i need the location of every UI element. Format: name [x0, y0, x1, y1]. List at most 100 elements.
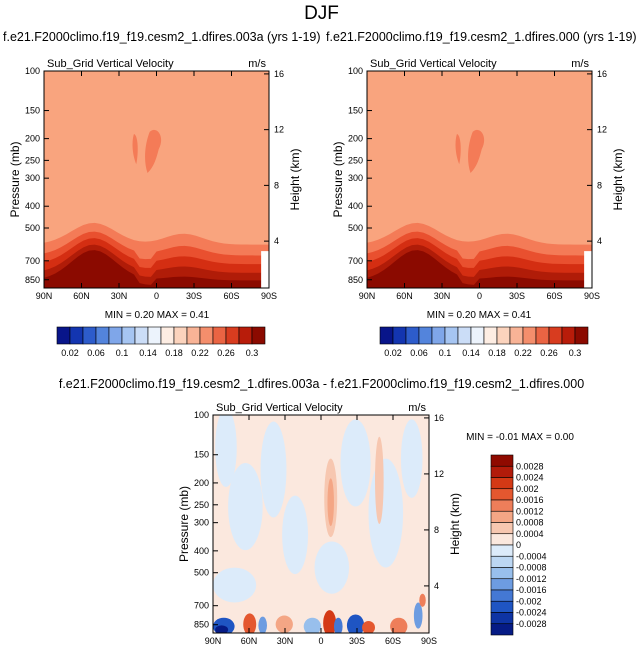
- y-tick-label: 300: [194, 518, 209, 528]
- y2-tick-label: 4: [274, 236, 279, 246]
- colorbar-label: 0.22: [514, 348, 532, 358]
- x-tick-label: 90N: [205, 636, 222, 646]
- y-tick-label: 200: [348, 134, 363, 144]
- colorbar-label: -0.0008: [516, 563, 547, 573]
- y-tick-label: 300: [25, 173, 40, 183]
- y-tick-label: 850: [194, 620, 209, 630]
- colorbar-cell: [490, 567, 514, 580]
- colorbar-label: 0.26: [217, 348, 235, 358]
- colorbar-label: 0.06: [87, 348, 105, 358]
- y-tick-label: 400: [25, 201, 40, 211]
- panel-subtitle: Sub_Grid Vertical Velocity: [216, 402, 343, 414]
- neg-region-8: [213, 567, 257, 603]
- y2-tick-label: 8: [274, 180, 279, 190]
- y-tick-label: 500: [25, 223, 40, 233]
- colorbar-cell: [490, 477, 514, 490]
- panel-subtitle: Sub_Grid Vertical Velocity: [47, 58, 174, 70]
- surface-feature-11: [419, 593, 426, 607]
- x-tick-label: 60S: [385, 636, 401, 646]
- neg-region-1: [228, 462, 263, 551]
- pos-streak: [375, 436, 384, 524]
- colorbar-label: -0.0016: [516, 585, 547, 595]
- plot-field: [213, 415, 429, 633]
- colorbar-label: 0.22: [191, 348, 209, 358]
- y2-tick-label: 4: [434, 581, 439, 591]
- colorbar-label: 0.0016: [516, 495, 544, 505]
- neg-region-3: [282, 495, 309, 575]
- upper-max-region-2: [132, 133, 138, 165]
- y-tick-label: 500: [348, 223, 363, 233]
- x-tick-label: 0: [154, 291, 159, 301]
- neg-region-7: [314, 541, 350, 594]
- colorbar-label: 0.1: [116, 348, 129, 358]
- panel-units: m/s: [571, 58, 589, 70]
- y2-tick-label: 8: [597, 180, 602, 190]
- x-tick-label: 0: [477, 291, 482, 301]
- x-tick-label: 60N: [73, 291, 90, 301]
- plot-field: [44, 71, 269, 288]
- x-tick-label: 90S: [421, 636, 437, 646]
- upper-max-region: [468, 129, 485, 173]
- panel-stats: MIN = 0.20 MAX = 0.41: [427, 310, 532, 321]
- surface-feature-4: [303, 617, 321, 633]
- x-tick-label: 90S: [261, 291, 277, 301]
- panel2-title: f.e21.F2000climo.f19_f19.cesm2_1.dfires.…: [326, 30, 637, 44]
- colorbar-cell: [490, 555, 514, 568]
- x-tick-label: 30S: [186, 291, 202, 301]
- colorbar-label: -0.0028: [516, 619, 547, 629]
- colorbar-label: 0.14: [139, 348, 157, 358]
- y-tick-label: 200: [25, 134, 40, 144]
- surface-feature-9: [390, 617, 408, 633]
- y-tick-label: 500: [194, 568, 209, 578]
- y-axis-label: Pressure (mb): [331, 141, 345, 217]
- y2-tick-label: 12: [597, 125, 607, 135]
- colorbar-label: 0.0004: [516, 529, 544, 539]
- x-tick-label: 60N: [396, 291, 413, 301]
- neg-region-5: [368, 458, 404, 568]
- colorbar-cell: [490, 533, 514, 546]
- y2-tick-label: 12: [434, 469, 444, 479]
- neg-region-4: [340, 419, 371, 507]
- pos-plume-inner: [327, 478, 334, 527]
- surface-feature-2: [243, 613, 257, 633]
- colorbar-label: 0.3: [569, 348, 582, 358]
- y-axis-label: Pressure (mb): [8, 141, 22, 217]
- y2-tick-label: 4: [597, 236, 602, 246]
- colorbar-label: 0.18: [165, 348, 183, 358]
- colorbar-cell: [490, 612, 514, 625]
- y-tick-label: 700: [348, 256, 363, 266]
- x-tick-label: 30S: [509, 291, 525, 301]
- y-tick-label: 700: [194, 601, 209, 611]
- neg-region-6: [400, 419, 423, 498]
- neg-region-2: [260, 421, 287, 518]
- colorbar-label: 0.14: [462, 348, 480, 358]
- surface-feature-7: [346, 614, 365, 633]
- x-tick-label: 30N: [434, 291, 451, 301]
- x-tick-label: 90N: [359, 291, 376, 301]
- neg-region-0: [215, 415, 237, 487]
- upper-max-region: [145, 129, 162, 173]
- y-tick-label: 150: [194, 450, 209, 460]
- x-tick-label: 60N: [241, 636, 258, 646]
- boundary-band-4: [44, 250, 269, 288]
- panel-stats: MIN = -0.01 MAX = 0.00: [466, 432, 574, 443]
- surface-feature-6: [333, 617, 343, 633]
- x-tick-label: 60S: [223, 291, 239, 301]
- x-tick-label: 90S: [584, 291, 600, 301]
- y-tick-label: 150: [348, 106, 363, 116]
- colorbar-cell: [490, 623, 514, 636]
- colorbar-label: 0.06: [410, 348, 428, 358]
- y-axis-label: Pressure (mb): [177, 486, 191, 562]
- colorbar-cell: [251, 326, 266, 345]
- surface-feature-1: [215, 625, 229, 633]
- surface-feature-5: [323, 610, 337, 633]
- colorbar-label: 0.18: [488, 348, 506, 358]
- panel-units: m/s: [408, 402, 426, 414]
- panel-subtitle: Sub_Grid Vertical Velocity: [370, 58, 497, 70]
- x-tick-label: 30N: [277, 636, 294, 646]
- colorbar-cell: [574, 326, 589, 345]
- colorbar-label: -0.0012: [516, 574, 547, 584]
